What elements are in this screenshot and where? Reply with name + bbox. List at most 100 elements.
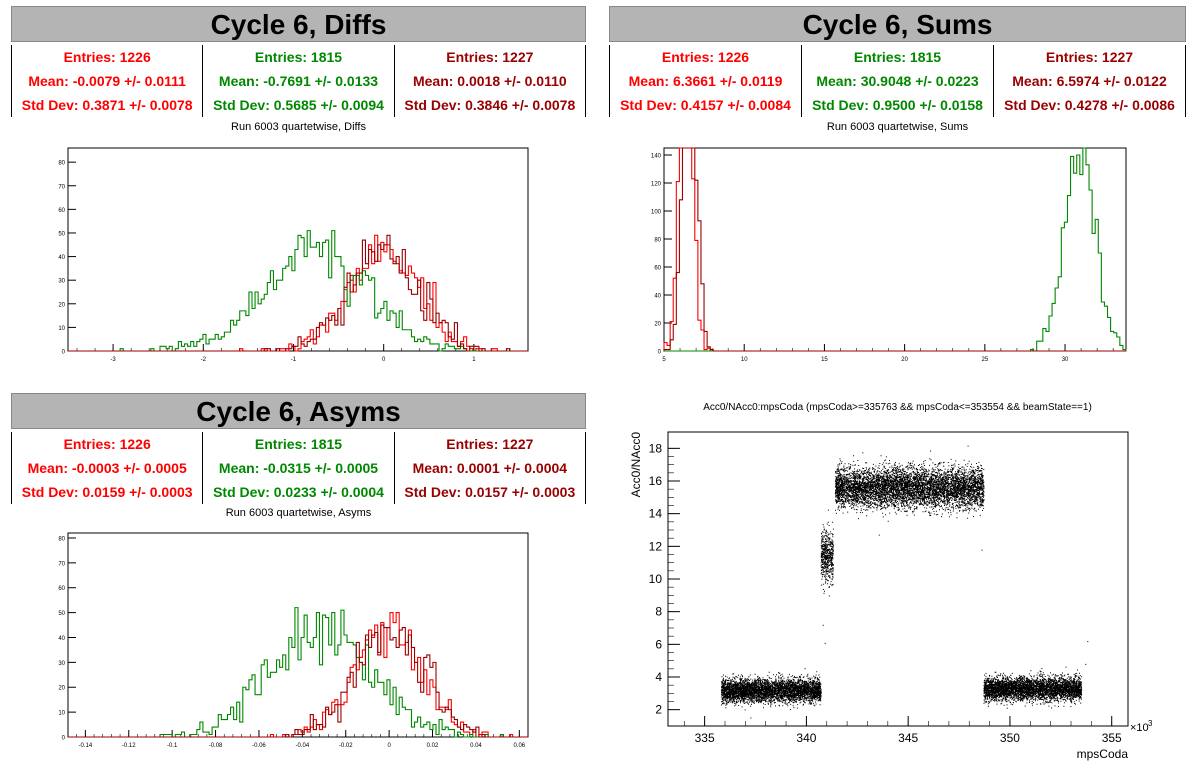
x-tick-label: -1 — [291, 357, 297, 363]
y-tick-label: 10 — [58, 711, 65, 717]
x-tick-label: 0.02 — [427, 743, 439, 749]
diffs-histogram: 0 10 20 30 40 50 60 70 80 -3 -2 -1 0 1 — [58, 147, 529, 363]
histogram-series — [68, 624, 528, 738]
diffs-stats-darkred: Entries: 1227 Mean: 0.0018 +/- 0.0110 St… — [395, 45, 585, 117]
y-tick-label: 40 — [58, 636, 65, 642]
y-tick-label: 10 — [649, 572, 663, 586]
y-tick-label: 0 — [658, 350, 662, 356]
diffs-stats-box: Entries: 1226 Mean: -0.0079 +/- 0.0111 S… — [11, 45, 586, 117]
y-tick-label: 30 — [58, 661, 65, 667]
x-tick-label: 0.06 — [513, 743, 525, 749]
asyms-histogram: 0 10 20 30 40 50 60 70 80 -0.14 -0.12 -0.1 -0.08 -0.0… — [58, 532, 529, 749]
sums-stats-red: Entries: 1226 Mean: 6.3661 +/- 0.0119 St… — [610, 45, 802, 117]
y-tick-label: 80 — [58, 536, 65, 542]
y-tick-label: 20 — [58, 686, 65, 692]
histogram-series — [68, 607, 528, 738]
diffs-plot-title: Run 6003 quartetwise, Diffs — [231, 121, 366, 133]
y-tick-label: 10 — [58, 326, 65, 332]
y-tick-label: 2 — [655, 703, 662, 717]
histogram-series — [68, 230, 528, 352]
stat-mean: Mean: -0.0003 +/- 0.0005 — [27, 460, 187, 476]
x-tick-label: -0.14 — [79, 743, 93, 749]
y-tick-label: 40 — [58, 255, 65, 261]
stat-std: Std Dev: 0.0157 +/- 0.0003 — [404, 484, 576, 500]
asyms-stats-darkred: Entries: 1227 Mean: 0.0001 +/- 0.0004 St… — [395, 432, 585, 504]
y-tick-label: 16 — [649, 474, 663, 488]
stat-std: Std Dev: 0.4157 +/- 0.0084 — [620, 97, 791, 113]
asyms-title: Cycle 6, Asyms — [11, 393, 586, 429]
stat-std: Std Dev: 0.5685 +/- 0.0094 — [213, 97, 384, 113]
stat-entries: Entries: 1815 — [254, 436, 343, 452]
stat-std: Std Dev: 0.0233 +/- 0.0004 — [213, 484, 384, 500]
stat-std: Std Dev: 0.3846 +/- 0.0078 — [404, 97, 576, 113]
y-tick-label: 4 — [655, 670, 662, 684]
y-tick-label: 14 — [649, 507, 663, 521]
asyms-stats-red: Entries: 1226 Mean: -0.0003 +/- 0.0005 S… — [12, 432, 204, 504]
scatter-plot: 2 4 6 8 10 12 14 16 18 335 340 345 350 355 Acc0/NAcc0 m… — [629, 431, 1153, 761]
x-tick-label: 20 — [901, 357, 908, 363]
x-tick-label: 5 — [662, 357, 666, 363]
stat-std: Std Dev: 0.3871 +/- 0.0078 — [21, 97, 193, 113]
x-tick-label: -0.02 — [339, 743, 353, 749]
stat-mean: Mean: 30.9048 +/- 0.0223 — [816, 73, 979, 89]
x-tick-label: -0.08 — [209, 743, 223, 749]
diffs-stats-green: Entries: 1815 Mean: -0.7691 +/- 0.0133 S… — [203, 45, 395, 117]
x-tick-label: 25 — [981, 357, 988, 363]
x-tick-label: -3 — [110, 357, 116, 363]
y-tick-label: 0 — [62, 350, 66, 356]
y-tick-label: 100 — [651, 210, 662, 216]
stat-entries: Entries: 1226 — [63, 49, 151, 65]
x-tick-label: 335 — [695, 731, 715, 745]
y-tick-label: 50 — [58, 231, 65, 237]
y-tick-label: 12 — [649, 539, 663, 553]
y-tick-label: 60 — [654, 266, 661, 272]
stat-mean: Mean: -0.0079 +/- 0.0111 — [28, 73, 186, 89]
sums-histogram: 0 20 40 60 80 100 120 140 5 10 15 20 25 30 — [651, 147, 1127, 363]
stat-mean: Mean: 6.3661 +/- 0.0119 — [628, 73, 783, 89]
histogram-series — [68, 234, 528, 352]
x-tick-label: 350 — [1000, 731, 1020, 745]
x-tick-label: 15 — [821, 357, 828, 363]
stat-entries: Entries: 1227 — [446, 436, 534, 452]
stat-mean: Mean: 0.0001 +/- 0.0004 — [412, 460, 568, 476]
histogram-series — [68, 234, 528, 352]
y-tick-label: 70 — [58, 561, 65, 567]
histogram-series — [663, 147, 1126, 352]
sums-stats-darkred: Entries: 1227 Mean: 6.5974 +/- 0.0122 St… — [994, 45, 1185, 117]
stat-entries: Entries: 1227 — [1045, 49, 1134, 65]
y-tick-label: 80 — [654, 238, 661, 244]
stat-entries: Entries: 1815 — [254, 49, 343, 65]
asyms-plot-title: Run 6003 quartetwise, Asyms — [225, 507, 372, 519]
y-tick-label: 20 — [654, 322, 661, 328]
x-tick-label: -0.04 — [295, 743, 309, 749]
y-tick-label: 40 — [654, 294, 661, 300]
y-tick-label: 50 — [58, 611, 65, 617]
x-tick-label: 345 — [898, 731, 918, 745]
x-tick-label: 30 — [1062, 357, 1069, 363]
x-tick-label: 0.04 — [470, 743, 482, 749]
x-tick-label: 340 — [796, 731, 816, 745]
x-axis-exponent: ×10 — [1130, 722, 1149, 734]
x-tick-label: 1 — [472, 357, 476, 363]
x-axis-exponent-power: 3 — [1148, 719, 1153, 728]
x-tick-label: -0.06 — [252, 743, 266, 749]
y-tick-label: 70 — [58, 184, 65, 190]
stat-std: Std Dev: 0.0159 +/- 0.0003 — [21, 484, 193, 500]
asyms-stats-green: Entries: 1815 Mean: -0.0315 +/- 0.0005 S… — [203, 432, 395, 504]
histogram-series — [664, 147, 1127, 352]
stat-entries: Entries: 1226 — [661, 49, 750, 65]
diffs-stats-red: Entries: 1226 Mean: -0.0079 +/- 0.0111 S… — [12, 45, 204, 117]
y-tick-label: 80 — [58, 161, 65, 167]
stat-entries: Entries: 1815 — [853, 49, 942, 65]
y-tick-label: 30 — [58, 279, 65, 285]
y-tick-label: 8 — [655, 605, 662, 619]
x-tick-label: 10 — [741, 357, 748, 363]
stat-std: Std Dev: 0.4278 +/- 0.0086 — [1004, 97, 1175, 113]
x-tick-label: 0 — [382, 357, 386, 363]
scatter-points — [720, 445, 1089, 719]
x-tick-label: -0.12 — [122, 743, 136, 749]
y-tick-label: 60 — [58, 208, 65, 214]
x-axis-label: mpsCoda — [1077, 747, 1129, 761]
plot-frame — [67, 532, 529, 738]
x-tick-label: -0.1 — [167, 743, 178, 749]
